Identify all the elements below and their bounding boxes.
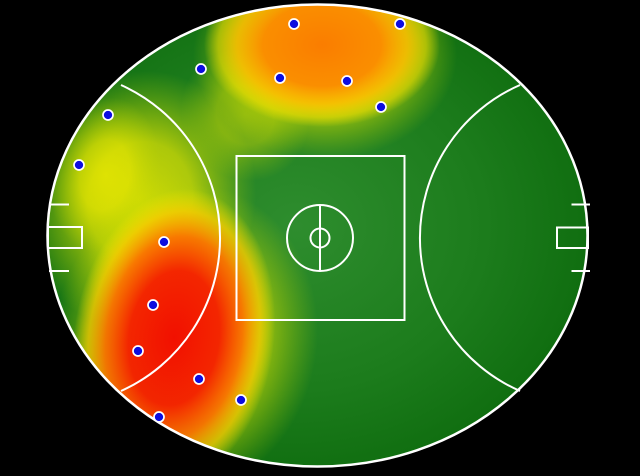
goal-square-right bbox=[556, 226, 589, 249]
fifty-metre-arc-left bbox=[120, 84, 222, 392]
event-point bbox=[102, 109, 114, 121]
event-points-layer bbox=[73, 18, 406, 423]
event-point bbox=[158, 236, 170, 248]
event-point bbox=[341, 75, 353, 87]
event-point bbox=[147, 299, 159, 311]
event-point bbox=[288, 18, 300, 30]
event-point bbox=[235, 394, 247, 406]
event-point bbox=[73, 159, 85, 171]
event-point bbox=[274, 72, 286, 84]
event-point bbox=[195, 63, 207, 75]
event-point bbox=[153, 411, 165, 423]
field-markings bbox=[46, 3, 590, 468]
heat-blob-orange bbox=[204, 4, 440, 127]
event-point bbox=[375, 101, 387, 113]
centre-square bbox=[235, 155, 406, 321]
fifty-metre-arc-right bbox=[418, 84, 521, 392]
event-point bbox=[132, 345, 144, 357]
event-point bbox=[394, 18, 406, 30]
event-point bbox=[193, 373, 205, 385]
goal-square-left bbox=[47, 226, 83, 249]
